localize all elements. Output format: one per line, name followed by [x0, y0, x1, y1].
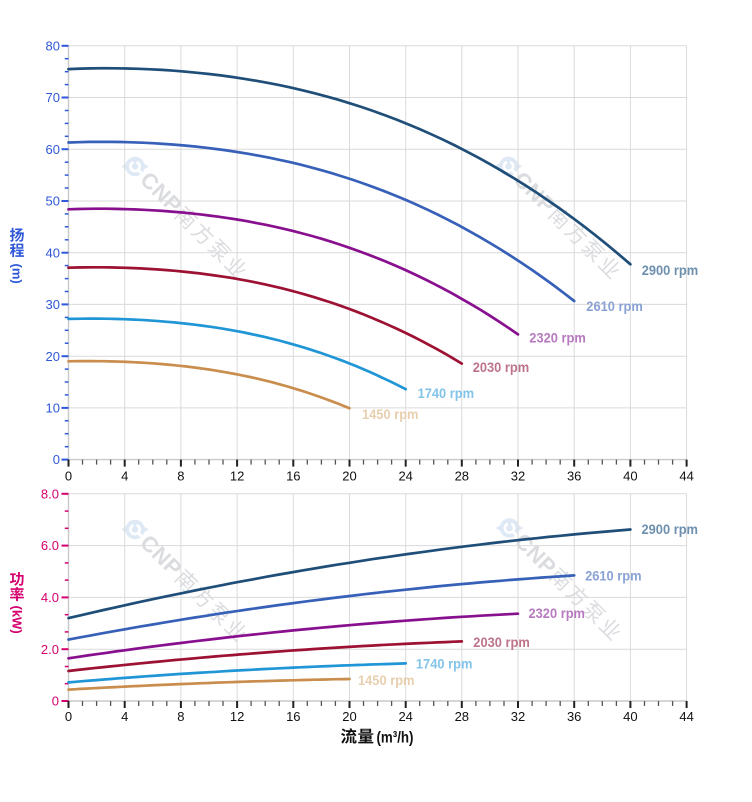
svg-text:36: 36 — [567, 709, 581, 724]
svg-text:32: 32 — [511, 468, 525, 483]
svg-text:10: 10 — [46, 401, 60, 416]
svg-text:8: 8 — [177, 468, 184, 483]
svg-text:12: 12 — [230, 468, 244, 483]
svg-text:2030 rpm: 2030 rpm — [473, 359, 530, 375]
svg-text:30: 30 — [46, 297, 60, 312]
svg-text:1450 rpm: 1450 rpm — [358, 672, 415, 688]
svg-text:1450 rpm: 1450 rpm — [362, 406, 419, 422]
svg-text:0: 0 — [53, 452, 60, 467]
svg-text:2610 rpm: 2610 rpm — [585, 568, 642, 584]
svg-text:1740 rpm: 1740 rpm — [416, 655, 473, 671]
svg-text:70: 70 — [46, 90, 60, 105]
svg-text:4: 4 — [121, 709, 128, 724]
svg-text:2900 rpm: 2900 rpm — [642, 262, 699, 278]
svg-text:4.0: 4.0 — [41, 590, 59, 605]
svg-text:2.0: 2.0 — [41, 642, 59, 657]
svg-text:24: 24 — [398, 468, 412, 483]
svg-text:28: 28 — [455, 468, 469, 483]
svg-text:20: 20 — [46, 349, 60, 364]
svg-text:24: 24 — [398, 709, 412, 724]
svg-text:80: 80 — [46, 38, 60, 53]
svg-text:4: 4 — [121, 468, 128, 483]
svg-text:(m³/h): (m³/h) — [377, 729, 414, 746]
svg-text:28: 28 — [455, 709, 469, 724]
svg-text:2610 rpm: 2610 rpm — [586, 298, 643, 314]
svg-text:1740 rpm: 1740 rpm — [418, 385, 475, 401]
svg-text:(m): (m) — [9, 264, 24, 284]
svg-text:8: 8 — [177, 709, 184, 724]
svg-text:0: 0 — [65, 468, 72, 483]
svg-text:44: 44 — [679, 468, 693, 483]
svg-text:2900 rpm: 2900 rpm — [642, 521, 699, 537]
svg-text:12: 12 — [230, 709, 244, 724]
svg-text:20: 20 — [342, 709, 356, 724]
svg-text:2320 rpm: 2320 rpm — [529, 605, 586, 621]
svg-text:60: 60 — [46, 142, 60, 157]
svg-text:16: 16 — [286, 468, 300, 483]
svg-text:40: 40 — [46, 245, 60, 260]
svg-text:36: 36 — [567, 468, 581, 483]
svg-text:32: 32 — [511, 709, 525, 724]
svg-text:0: 0 — [65, 709, 72, 724]
svg-text:6.0: 6.0 — [41, 538, 59, 553]
svg-text:(kW): (kW) — [9, 606, 24, 634]
svg-text:0: 0 — [52, 694, 59, 709]
svg-text:2030 rpm: 2030 rpm — [473, 634, 530, 650]
svg-text:44: 44 — [679, 709, 693, 724]
svg-text:20: 20 — [342, 468, 356, 483]
svg-text:40: 40 — [623, 468, 637, 483]
svg-text:8.0: 8.0 — [41, 486, 59, 501]
svg-text:50: 50 — [46, 194, 60, 209]
svg-text:16: 16 — [286, 709, 300, 724]
svg-text:2320 rpm: 2320 rpm — [529, 330, 586, 346]
svg-text:40: 40 — [623, 709, 637, 724]
